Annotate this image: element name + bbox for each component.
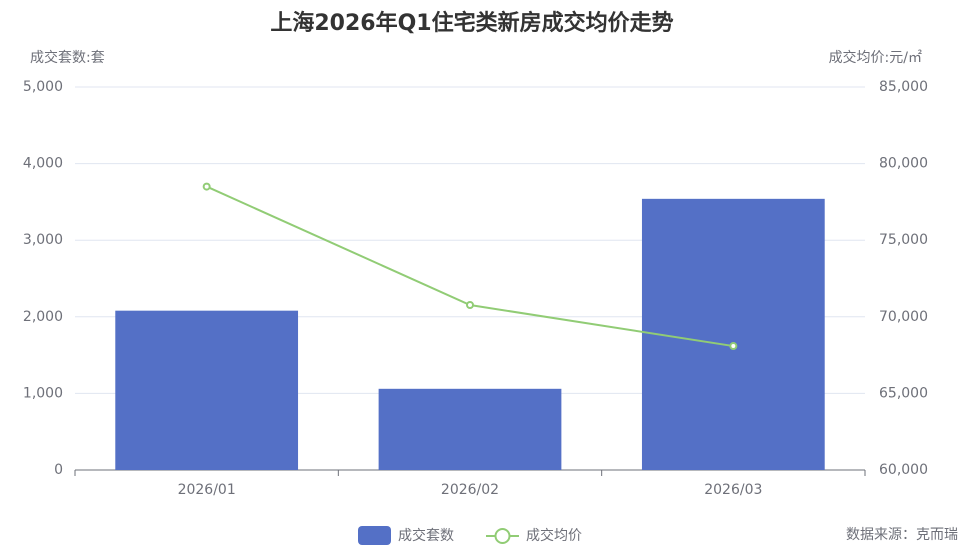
legend-label: 成交均价 [526,527,582,544]
source: 数据来源：克而瑞 [846,527,958,543]
bar [115,310,299,470]
x-tick-label: 2026/02 [441,482,499,498]
y-tick-label: 1,000 [23,385,63,401]
y2-axis-label: 成交均价:元/㎡ [829,49,922,66]
y-tick-label: 0 [54,462,63,478]
y2-tick-label: 80,000 [879,156,928,172]
point [202,182,211,191]
legend-label: 成交套数 [398,527,454,544]
point [466,301,474,310]
x-tick-label: 2026/03 [704,482,762,498]
bar [378,388,562,470]
y-tick-label: 4,000 [23,156,63,172]
x-tick-label: 2026/01 [178,482,236,498]
y-tick-label: 5,000 [23,79,63,95]
point [729,342,738,351]
chart-title: 上海2026年Q1住宅类新房成交均价走势 [270,10,673,36]
legend-swatch [358,526,391,545]
y2-tick-label: 65,000 [879,385,928,401]
y2-tick-label: 70,000 [879,309,928,325]
y-tick-label: 3,000 [23,232,63,248]
y2-tick-label: 60,000 [879,462,928,478]
y2-tick-label: 75,000 [879,232,928,248]
y-tick-label: 2,000 [23,309,63,325]
y-axis-label: 成交套数:套 [30,49,105,66]
y2-tick-label: 85,000 [879,79,928,95]
bar [641,198,825,470]
legend-swatch [494,528,511,544]
